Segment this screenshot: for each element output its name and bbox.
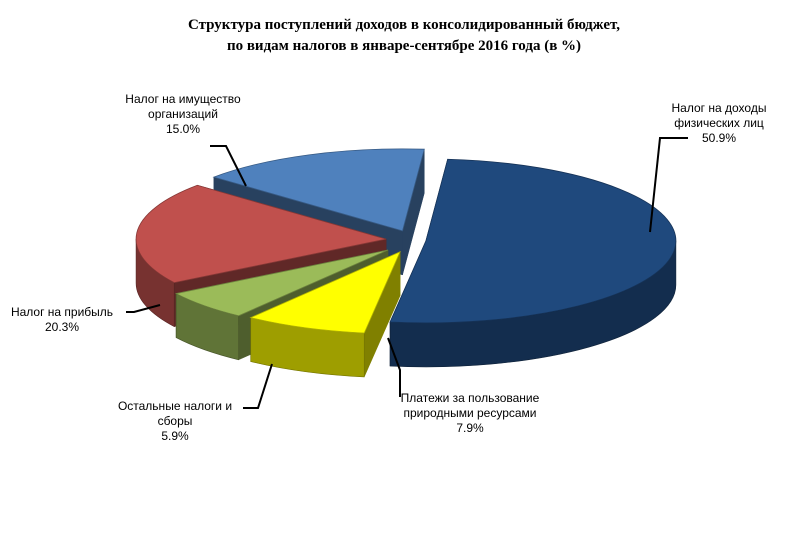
slice-label: Остальные налоги и сборы 5.9% [118, 399, 232, 443]
leader-line [387, 337, 401, 397]
slice-label: Платежи за пользование природными ресурса… [401, 391, 540, 435]
leader-lines [126, 137, 688, 409]
leader-line [210, 145, 247, 187]
slice-label: Налог на прибыль 20.3% [11, 305, 113, 334]
slice-label: Налог на имущество организаций 15.0% [125, 92, 241, 136]
slice-label: Налог на доходы физических лиц 50.9% [672, 101, 767, 145]
pie-slice [389, 158, 677, 368]
pie-slices [135, 148, 677, 378]
leader-line [243, 363, 273, 409]
chart-title-line-1: Структура поступлений доходов в консолид… [188, 17, 620, 33]
leader-line [649, 137, 688, 233]
leader-line [126, 304, 161, 313]
chart-title-line-2: по видам налогов в январе-сентябре 2016 … [227, 38, 581, 54]
slice-labels: Налог на доходы физических лиц 50.9% Платеж… [11, 92, 767, 443]
pie-slice [249, 251, 401, 378]
